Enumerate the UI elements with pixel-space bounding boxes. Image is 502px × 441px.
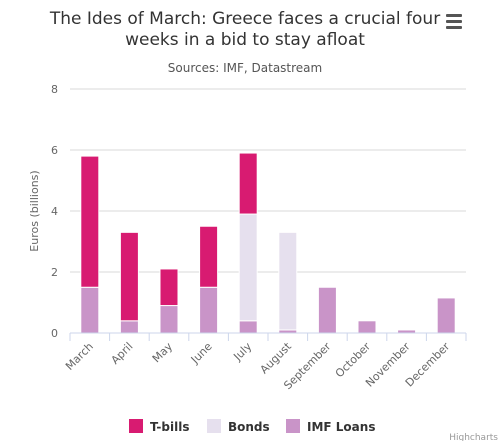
chart-subtitle: Sources: IMF, Datastream [168, 61, 322, 75]
legend-swatch [207, 419, 221, 433]
bar-imf-loans-october[interactable] [357, 320, 377, 334]
y-axis-title: Euros (billions) [28, 170, 41, 251]
legend-label: IMF Loans [307, 420, 375, 434]
bar-t-bills-july[interactable] [238, 152, 258, 215]
legend-item-bonds[interactable]: Bonds [207, 419, 270, 434]
x-tick-label: June [188, 340, 215, 367]
bar-bonds-july[interactable] [238, 213, 258, 322]
x-tick-label: May [150, 340, 176, 366]
x-tick-label: October [333, 340, 374, 381]
bar-imf-loans-march[interactable] [80, 286, 100, 334]
bar-t-bills-may[interactable] [159, 268, 179, 307]
bar-t-bills-april[interactable] [119, 231, 139, 322]
bar-t-bills-march[interactable] [80, 155, 100, 288]
bar-t-bills-june[interactable] [199, 225, 219, 288]
bar-imf-loans-july[interactable] [238, 320, 258, 334]
bar-imf-loans-april[interactable] [119, 320, 139, 334]
bar-imf-loans-december[interactable] [436, 297, 456, 334]
y-tick-label: 0 [51, 327, 58, 340]
bar-imf-loans-september[interactable] [317, 286, 337, 334]
chart-title-line-1: The Ides of March: Greece faces a crucia… [49, 9, 440, 29]
legend-swatch [286, 419, 300, 433]
y-tick-label: 2 [51, 266, 58, 279]
x-tick-label: August [258, 339, 295, 376]
legend-label: T-bills [150, 420, 189, 434]
y-tick-label: 8 [51, 83, 58, 96]
credits[interactable]: Highcharts [449, 433, 498, 441]
hamburger-menu-icon[interactable] [446, 14, 462, 29]
x-tick-label: March [63, 340, 96, 373]
y-tick-label: 6 [51, 144, 58, 157]
bar-bonds-august[interactable] [278, 231, 298, 331]
legend-label: Bonds [228, 420, 270, 434]
legend-item-t-bills[interactable]: T-bills [129, 419, 189, 434]
y-tick-label: 4 [51, 205, 58, 218]
x-tick-label: April [109, 340, 136, 367]
x-tick-label: July [230, 340, 254, 364]
bars [80, 152, 456, 334]
bar-imf-loans-may[interactable] [159, 305, 179, 334]
bar-imf-loans-june[interactable] [199, 286, 219, 334]
legend-swatch [129, 419, 143, 433]
legend: T-bills Bonds IMF Loans [129, 419, 375, 434]
y-axis-ticks: 0 2 4 6 8 [51, 83, 58, 340]
legend-item-imf-loans[interactable]: IMF Loans [286, 419, 375, 434]
chart-title-line-2: weeks in a bid to stay afloat [125, 30, 365, 50]
